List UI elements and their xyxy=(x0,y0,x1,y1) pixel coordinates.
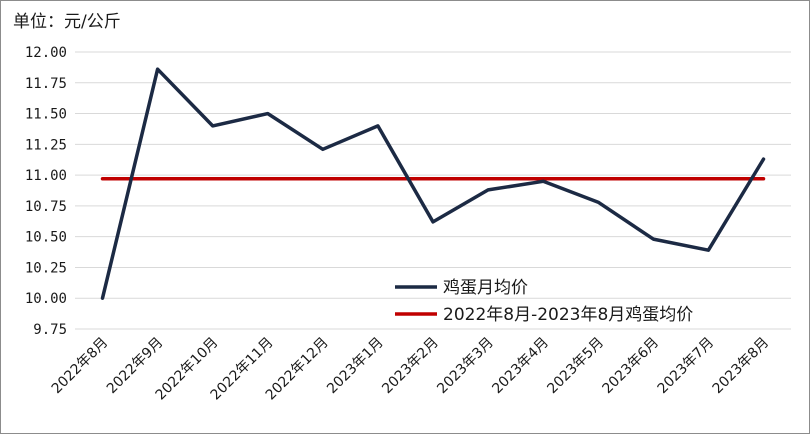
gridlines xyxy=(75,51,791,330)
y-tick-label-5: 10.75 xyxy=(25,199,67,215)
x-tick-label-8: 2023年4月 xyxy=(489,335,552,398)
x-tick-label-6: 2023年2月 xyxy=(379,335,442,398)
y-tick-label-4: 11.00 xyxy=(25,168,67,184)
legend-label-series-1: 鸡蛋月均价 xyxy=(443,278,528,298)
x-tick-label-7: 2023年3月 xyxy=(434,335,497,398)
series-line-1 xyxy=(100,67,766,300)
y-tick-label-3: 11.25 xyxy=(25,137,67,153)
x-tick-label-10: 2023年6月 xyxy=(600,335,663,398)
x-tick-label-11: 2023年7月 xyxy=(655,335,718,398)
y-axis: 12.00 11.75 11.50 11.25 11.00 10.75 10.50 10.25… xyxy=(25,45,67,338)
series-layer xyxy=(100,67,766,300)
x-tick-label-5: 2023年1月 xyxy=(324,335,387,398)
y-tick-label-0: 12.00 xyxy=(25,45,67,61)
legend-label-series-2: 2022年8月-2023年8月鸡蛋均价 xyxy=(443,305,693,325)
y-tick-label-2: 11.50 xyxy=(25,107,67,123)
y-tick-label-6: 10.50 xyxy=(25,230,67,246)
x-axis: 2022年8月2022年9月2022年10月2022年11月2022年12月20… xyxy=(49,335,773,404)
x-tick-label-0: 2022年8月 xyxy=(49,335,112,398)
y-tick-label-1: 11.75 xyxy=(25,76,67,92)
y-tick-label-8: 10.00 xyxy=(25,291,67,307)
x-tick-label-12: 2023年8月 xyxy=(710,335,773,398)
x-tick-label-9: 2023年5月 xyxy=(544,335,607,398)
y-tick-label-9: 9.75 xyxy=(33,322,67,338)
y-tick-label-7: 10.25 xyxy=(25,260,67,276)
unit-label: 单位：元/公斤 xyxy=(13,12,121,32)
legend: 鸡蛋月均价 2022年8月-2023年8月鸡蛋均价 xyxy=(395,278,693,325)
